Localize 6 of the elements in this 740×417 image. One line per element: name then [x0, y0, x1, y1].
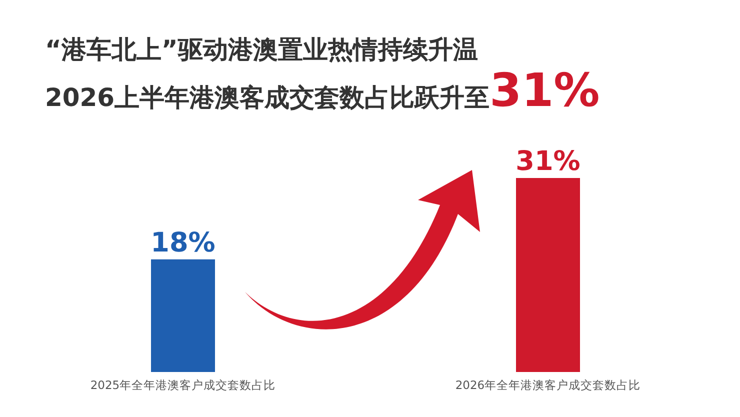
data-label: 31%	[516, 146, 580, 177]
data-label: 18%	[150, 227, 216, 258]
chart-subtitle: 2026上半年港澳客成交套数占比跃升至31%	[45, 63, 600, 117]
chart-title: “港车北上”驱动港澳置业热情持续升温	[45, 35, 478, 64]
x-tick-label: 2026年全年港澳客户成交套数占比	[455, 378, 641, 392]
x-tick-label: 2025年全年港澳客户成交套数占比	[90, 378, 276, 392]
